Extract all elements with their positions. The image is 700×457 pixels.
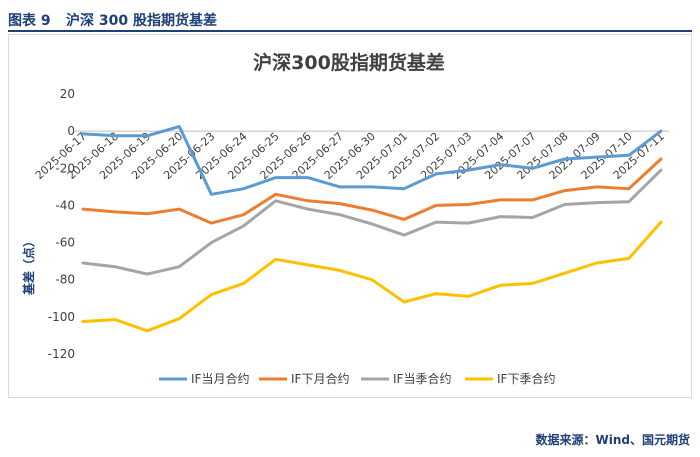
figure-number: 图表 9 <box>8 13 51 29</box>
y-tick-label: 20 <box>60 87 75 101</box>
series-line-1 <box>81 125 663 196</box>
y-tick-label: -100 <box>48 310 75 324</box>
y-tick-label: -80 <box>55 273 75 287</box>
y-tick-label: 0 <box>67 124 75 138</box>
figure-title: 沪深 300 股指期货基差 <box>66 13 217 29</box>
y-tick-label: -60 <box>55 236 75 250</box>
chart-title: 沪深300股指期货基差 <box>253 51 445 74</box>
series-lines <box>81 125 663 333</box>
y-axis-label: 基差（点） <box>21 235 36 296</box>
legend-label: IF下月合约 <box>291 371 349 386</box>
legend-label: IF当月合约 <box>191 371 249 386</box>
figure-header: 图表 9 沪深 300 股指期货基差 <box>8 6 692 32</box>
chart-frame: 沪深300股指期货基差 基差（点） 20 0 -20 -40 -60 -80 -100 -12… <box>8 34 692 398</box>
y-tick-label: -20 <box>55 161 75 175</box>
legend-label: IF当季合约 <box>393 371 451 386</box>
series-line-4 <box>81 220 663 333</box>
series-line-2 <box>81 157 663 225</box>
legend-label: IF下季合约 <box>497 371 555 386</box>
source-note: 数据来源：Wind、国元期货 <box>535 433 690 447</box>
chart-svg: 沪深300股指期货基差 基差（点） 20 0 -20 -40 -60 -80 -100 -12… <box>21 51 669 386</box>
axis-group: 200-20-40-60-80-100-1202025-06-172025-06… <box>33 87 669 361</box>
series-line-3 <box>81 168 663 276</box>
legend: IF当月合约 IF下月合约 IF当季合约 IF下季合约 <box>159 371 555 386</box>
y-tick-label: -40 <box>55 198 75 212</box>
y-tick-label: -120 <box>48 347 75 361</box>
